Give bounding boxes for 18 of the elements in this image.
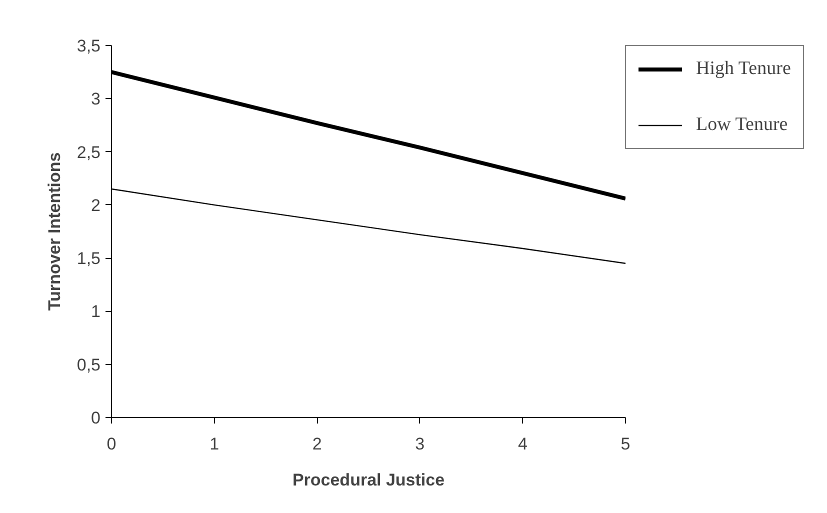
x-tick-label: 0 (106, 434, 116, 454)
y-tick-label: 3,5 (76, 36, 101, 56)
y-tick-label: 3 (91, 90, 101, 109)
x-tick-label: 3 (415, 434, 425, 454)
legend-label: Low Tenure (696, 114, 788, 136)
y-axis-title: Turnover Intentions (44, 152, 64, 311)
legend-label: High Tenure (696, 58, 791, 80)
x-tick-label: 1 (210, 434, 220, 454)
x-axis-title: Procedural Justice (292, 470, 445, 490)
y-tick-label: 0 (91, 408, 101, 428)
y-tick-label: 1 (91, 302, 101, 322)
x-tick-label: 4 (518, 434, 528, 454)
x-tick-label: 5 (620, 434, 630, 454)
y-tick-label: 0,5 (76, 355, 101, 374)
y-tick-label: 2 (91, 196, 101, 215)
y-tick-label: 1,5 (76, 249, 101, 268)
y-tick-label: 2,5 (76, 142, 101, 162)
x-tick-label: 2 (312, 434, 322, 454)
